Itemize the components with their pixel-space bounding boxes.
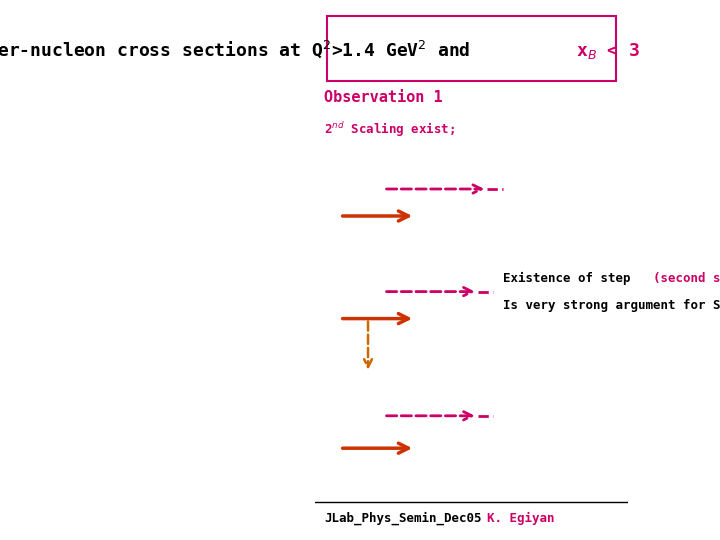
FancyBboxPatch shape (328, 16, 616, 81)
Text: Is very strong argument for SRC model: Is very strong argument for SRC model (503, 299, 720, 312)
Text: Existence of step: Existence of step (503, 272, 638, 285)
Text: K. Egiyan: K. Egiyan (487, 512, 554, 525)
Text: (second scaling level): (second scaling level) (503, 272, 720, 285)
Text: 2$^{nd}$ Scaling exist;: 2$^{nd}$ Scaling exist; (324, 120, 455, 139)
Text: Ratios of per-nucleon cross sections at Q$^{2}$>1.4 GeV$^{2}$ and: Ratios of per-nucleon cross sections at … (0, 39, 472, 63)
Text: Observation 1: Observation 1 (324, 90, 443, 105)
Text: JLab_Phys_Semin_Dec05: JLab_Phys_Semin_Dec05 (324, 512, 482, 525)
Text: x$_B$ < 3: x$_B$ < 3 (577, 41, 641, 62)
